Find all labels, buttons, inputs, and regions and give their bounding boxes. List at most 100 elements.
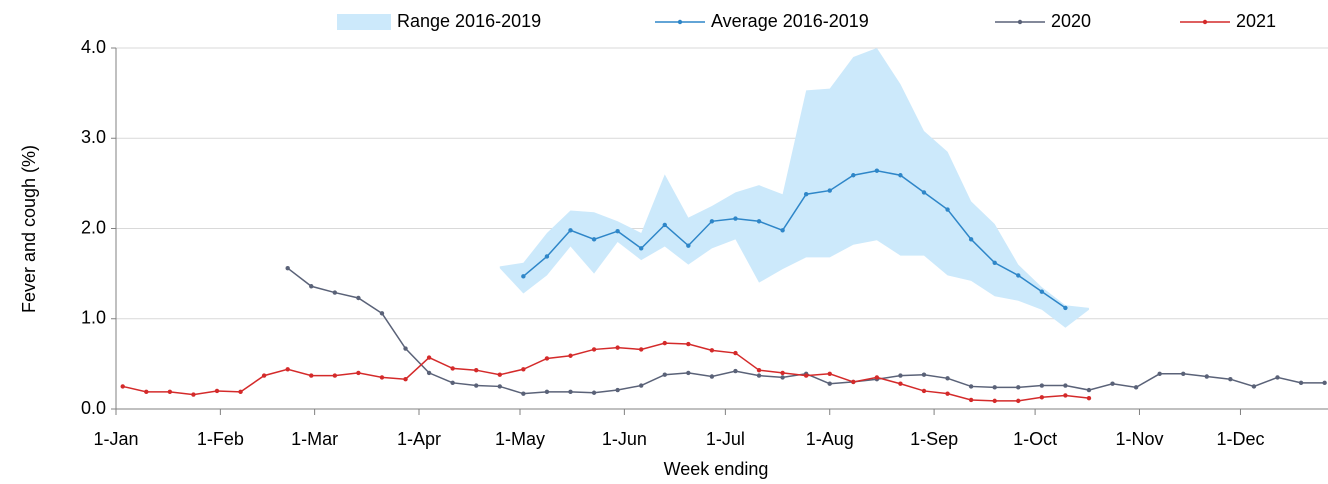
point: [662, 222, 667, 228]
x-tick-label: 1-Dec: [1216, 429, 1264, 449]
point: [639, 347, 644, 352]
point: [733, 350, 738, 356]
point: [921, 190, 927, 195]
point: [1039, 395, 1045, 400]
point: [733, 368, 738, 374]
point: [968, 384, 974, 389]
point: [827, 381, 832, 386]
point: [261, 373, 267, 378]
point: [497, 384, 502, 389]
point: [591, 390, 597, 395]
point: [898, 173, 903, 178]
y-tick-label: 0.0: [81, 398, 106, 418]
point: [450, 380, 455, 386]
point: [756, 219, 762, 224]
point: [1063, 305, 1068, 311]
point: [120, 384, 125, 389]
point: [709, 219, 715, 224]
point: [521, 391, 526, 396]
point: [591, 347, 597, 352]
x-tick-label: 1-Jan: [93, 429, 138, 449]
point: [1228, 377, 1233, 382]
point: [1086, 387, 1092, 393]
point: [992, 260, 997, 265]
point: [851, 379, 856, 385]
x-tick-label: 1-Mar: [291, 429, 338, 449]
point: [686, 243, 691, 248]
point: [379, 375, 385, 380]
legend-label: 2020: [1051, 11, 1091, 31]
point: [474, 383, 479, 388]
point: [591, 237, 597, 242]
point: [356, 295, 361, 301]
x-tick-label: 1-Aug: [806, 429, 854, 449]
point: [898, 381, 903, 386]
point: [945, 207, 950, 212]
point: [968, 237, 974, 242]
series-line: [122, 342, 1090, 402]
point: [686, 370, 691, 376]
point: [332, 373, 338, 378]
point: [379, 311, 385, 316]
y-tick-label: 4.0: [81, 37, 106, 57]
point: [474, 367, 479, 373]
x-tick-label: 1-Oct: [1013, 429, 1057, 449]
point: [945, 391, 950, 396]
point: [1016, 385, 1021, 390]
legend-label: Average 2016-2019: [711, 11, 869, 31]
x-tick-label: 1-May: [495, 429, 545, 449]
point: [921, 372, 927, 377]
point: [662, 340, 667, 346]
point: [803, 373, 809, 378]
series-line: [522, 169, 1066, 309]
legend-label: 2021: [1236, 11, 1276, 31]
point: [544, 389, 550, 395]
point: [568, 228, 573, 233]
point: [615, 345, 620, 350]
point: [521, 367, 526, 372]
point: [874, 168, 880, 173]
point: [544, 254, 550, 259]
point: [238, 389, 243, 395]
point: [686, 341, 691, 347]
point: [615, 229, 620, 234]
point: [921, 388, 927, 394]
point: [191, 392, 196, 397]
point: [309, 373, 314, 378]
point: [285, 367, 290, 372]
point: [1110, 381, 1115, 386]
point: [521, 274, 526, 279]
x-axis-label: Week ending: [664, 459, 769, 479]
point: [1016, 273, 1021, 278]
legend-swatch: [337, 14, 391, 30]
point: [403, 346, 408, 351]
point: [1251, 384, 1257, 389]
point: [426, 370, 432, 376]
point: [615, 387, 620, 393]
point: [827, 188, 832, 193]
point: [780, 375, 785, 380]
point: [639, 246, 644, 251]
point: [214, 388, 220, 394]
legend-marker: [1017, 19, 1023, 25]
point: [1039, 289, 1045, 294]
point: [756, 367, 762, 373]
point: [709, 374, 715, 379]
point: [309, 284, 314, 289]
point: [568, 353, 573, 358]
point: [827, 371, 832, 377]
point: [356, 370, 361, 376]
y-axis-label: Fever and cough (%): [19, 145, 39, 313]
point: [1204, 374, 1210, 379]
legend-marker: [677, 19, 683, 25]
point: [1322, 380, 1327, 386]
point: [992, 398, 997, 404]
x-tick-label: 1-Jul: [706, 429, 745, 449]
point: [568, 389, 573, 395]
legend-marker: [1202, 19, 1208, 25]
legend-label: Range 2016-2019: [397, 11, 541, 31]
point: [780, 228, 785, 233]
point: [144, 389, 149, 395]
point: [756, 373, 762, 378]
